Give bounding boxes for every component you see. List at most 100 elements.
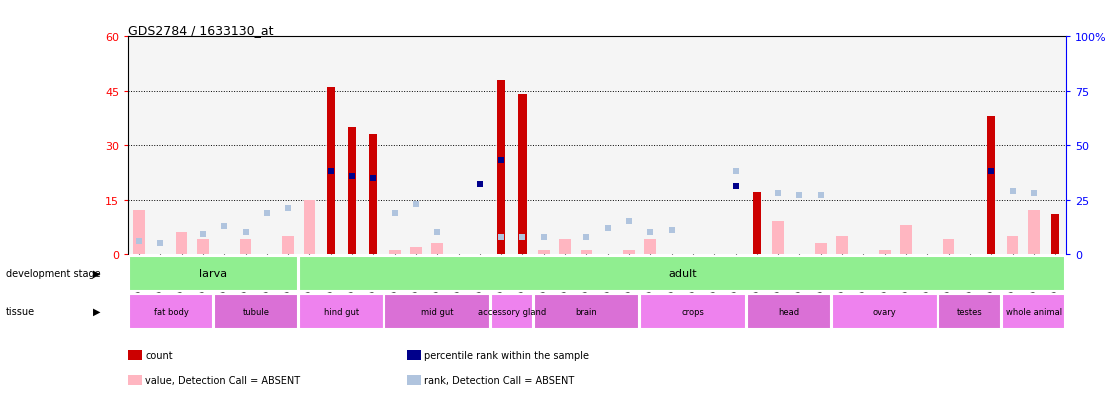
Bar — [937, 37, 960, 254]
Bar — [234, 37, 257, 254]
Bar — [363, 37, 384, 254]
Text: accessory gland: accessory gland — [478, 307, 546, 316]
Bar — [327, 88, 335, 254]
Bar — [988, 117, 995, 254]
Point — [535, 234, 552, 240]
Point — [1003, 188, 1021, 195]
Bar — [874, 37, 895, 254]
Point — [194, 232, 212, 238]
Point — [811, 192, 829, 199]
Bar — [519, 95, 527, 254]
Bar — [1051, 215, 1059, 254]
Bar — [384, 37, 405, 254]
Bar — [192, 37, 213, 254]
Point — [513, 234, 531, 240]
Bar — [175, 233, 187, 254]
Bar — [369, 135, 377, 254]
Bar — [916, 37, 937, 254]
Bar — [410, 247, 422, 254]
Bar — [960, 37, 981, 254]
Bar — [725, 37, 747, 254]
Bar — [278, 37, 299, 254]
Point — [321, 169, 339, 175]
FancyBboxPatch shape — [747, 294, 831, 329]
Text: brain: brain — [576, 307, 597, 316]
Bar — [768, 37, 789, 254]
Bar — [580, 251, 593, 254]
Bar — [789, 37, 810, 254]
Text: tissue: tissue — [6, 306, 35, 316]
Bar — [432, 244, 443, 254]
Text: count: count — [145, 350, 173, 360]
Text: rank, Detection Call = ABSENT: rank, Detection Call = ABSENT — [424, 375, 575, 385]
Point — [429, 229, 446, 236]
FancyBboxPatch shape — [128, 256, 298, 291]
Point — [492, 234, 510, 240]
Bar — [1002, 37, 1023, 254]
Text: adult: adult — [668, 268, 696, 278]
Bar — [405, 37, 426, 254]
Bar — [1045, 37, 1066, 254]
Bar — [171, 37, 192, 254]
Bar — [772, 222, 785, 254]
Bar — [320, 37, 341, 254]
Bar — [299, 37, 320, 254]
FancyBboxPatch shape — [641, 294, 745, 329]
Point — [620, 218, 638, 225]
Bar — [661, 37, 682, 254]
Bar — [257, 37, 278, 254]
Text: ovary: ovary — [873, 307, 896, 316]
Bar — [831, 37, 853, 254]
Point — [131, 238, 148, 244]
Point — [258, 210, 276, 216]
Point — [599, 225, 617, 232]
Bar — [618, 37, 639, 254]
Text: larva: larva — [200, 268, 228, 278]
Bar — [815, 244, 827, 254]
Point — [727, 184, 744, 190]
Bar — [810, 37, 831, 254]
Text: ▶: ▶ — [94, 306, 100, 316]
Bar — [533, 37, 555, 254]
Bar — [448, 37, 469, 254]
FancyBboxPatch shape — [939, 294, 1001, 329]
Bar — [491, 37, 512, 254]
Point — [386, 210, 404, 216]
FancyBboxPatch shape — [533, 294, 639, 329]
Bar — [1023, 37, 1045, 254]
Bar — [341, 37, 363, 254]
Text: testes: testes — [958, 307, 983, 316]
Bar — [623, 251, 635, 254]
Point — [727, 169, 744, 175]
Bar — [853, 37, 874, 254]
Bar — [597, 37, 618, 254]
Bar — [878, 251, 891, 254]
Bar — [753, 193, 761, 254]
Bar — [836, 236, 848, 254]
Bar — [747, 37, 768, 254]
Bar — [981, 37, 1002, 254]
Bar — [304, 200, 316, 254]
FancyBboxPatch shape — [831, 294, 937, 329]
FancyBboxPatch shape — [384, 294, 490, 329]
Bar — [213, 37, 234, 254]
Point — [1024, 190, 1042, 197]
FancyBboxPatch shape — [1002, 294, 1066, 329]
Point — [471, 182, 489, 188]
Text: head: head — [778, 307, 799, 316]
Bar — [198, 240, 209, 254]
Point — [769, 190, 787, 197]
Bar — [559, 240, 571, 254]
Bar — [1007, 236, 1019, 254]
Bar — [348, 128, 356, 254]
Bar — [388, 251, 401, 254]
Bar — [703, 37, 725, 254]
Point — [215, 223, 233, 230]
FancyBboxPatch shape — [214, 294, 298, 329]
Bar — [133, 211, 145, 254]
Bar — [128, 37, 150, 254]
Bar — [895, 37, 916, 254]
Point — [982, 169, 1000, 175]
Point — [790, 192, 808, 199]
Bar — [901, 225, 912, 254]
